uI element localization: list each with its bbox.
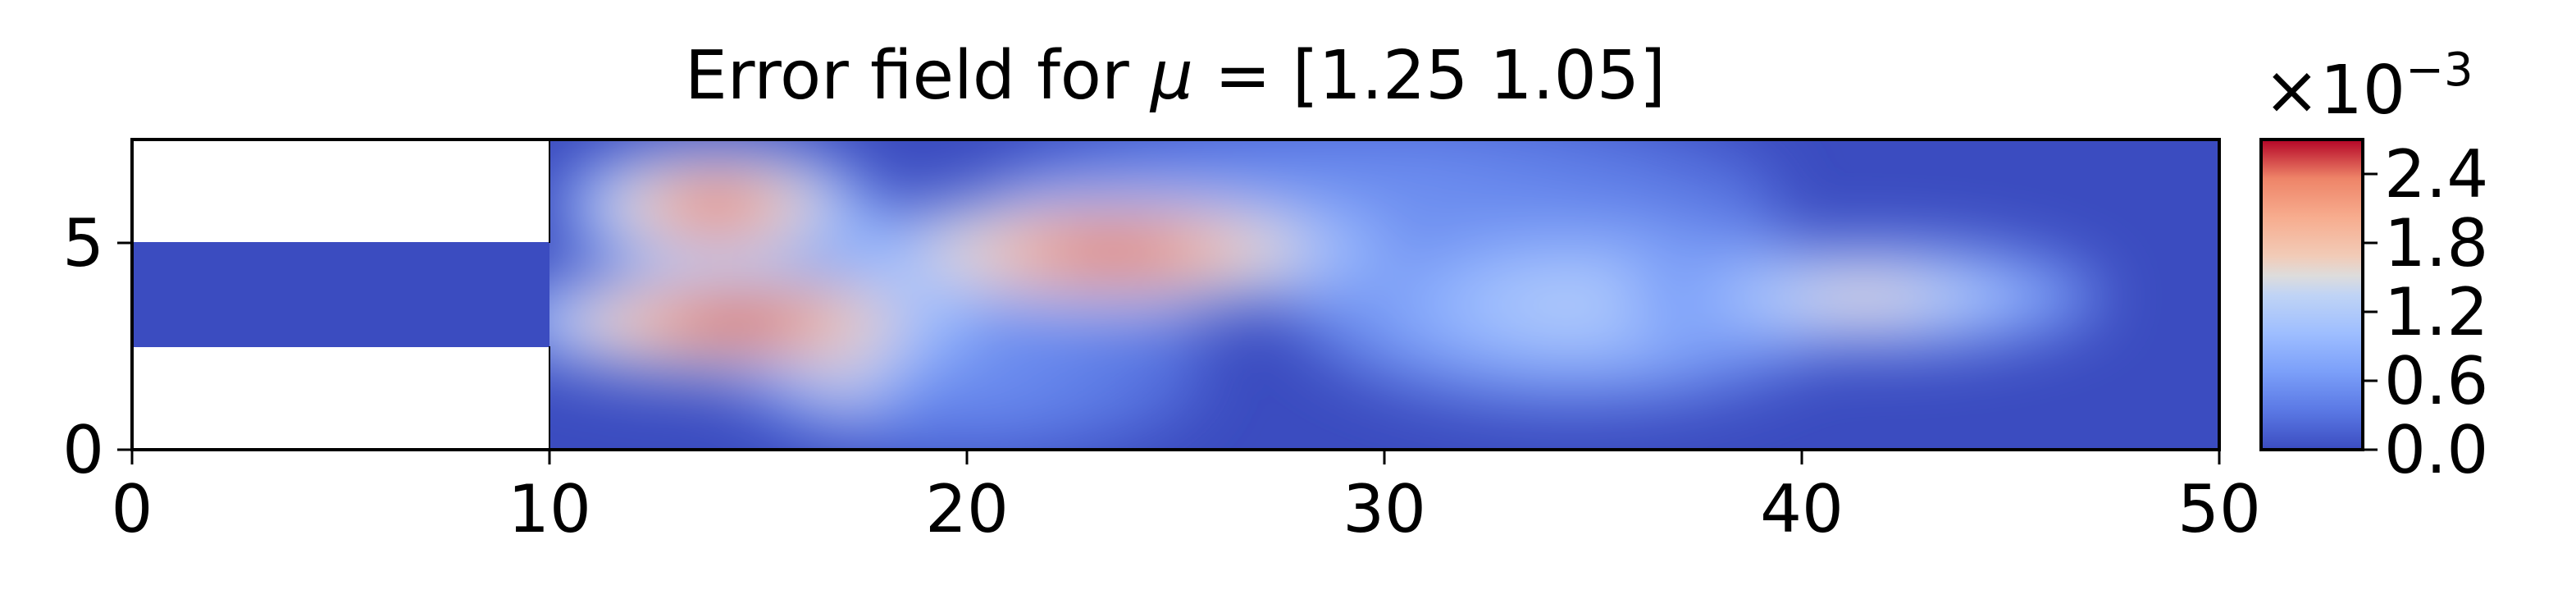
plot-frame [130,138,2221,451]
colorbar-tick-label: 1.8 [2384,205,2488,281]
chart-title: Error field for μ = [1.25 1.05] [685,37,1666,115]
error-hotspot [1802,281,1927,312]
colorbar-ticks: 0.00.61.21.82.4 [2363,136,2488,488]
colorbar-tick-label: 2.4 [2384,136,2488,213]
y-axis: 05 [62,205,132,488]
error-hotspot [1498,277,1646,332]
error-hotspot [674,305,800,337]
y-tick-label: 0 [62,412,104,488]
colorbar-tick-label: 0.6 [2384,343,2488,419]
error-hotspot [674,189,759,222]
colorbar-gradient [2259,138,2364,451]
main-channel [549,140,2219,450]
title-mu-symbol: μ [1149,37,1193,115]
title-prefix: Error field for [685,37,1151,115]
plot-area [130,138,2221,451]
x-tick-label: 10 [508,471,591,547]
colorbar-tick-label: 1.2 [2384,274,2488,350]
x-tick-label: 30 [1343,471,1426,547]
colorbar-multiplier-exponent: −3 [2405,43,2473,97]
colorbar-multiplier: ×10−3 [2264,43,2473,130]
inlet-channel [132,243,549,346]
error-hotspot [904,341,1030,392]
x-tick-label: 50 [2177,471,2261,547]
title-suffix: = [1.25 1.05] [1193,37,1666,115]
colorbar-multiplier-base: ×10 [2264,52,2405,130]
x-tick-label: 20 [925,471,1009,547]
x-tick-label: 0 [112,471,153,547]
inlet-field [132,243,549,346]
y-tick-label: 5 [62,205,104,281]
colorbar: ×10−3 0.00.61.21.82.4 [2259,43,2488,488]
hotspot-layer [549,140,2103,450]
x-axis: 0 10 20 30 40 50 [112,450,2261,547]
error-hotspot [1040,234,1187,268]
x-tick-label: 40 [1760,471,1844,547]
colorbar-tick-label: 0.0 [2384,412,2488,488]
